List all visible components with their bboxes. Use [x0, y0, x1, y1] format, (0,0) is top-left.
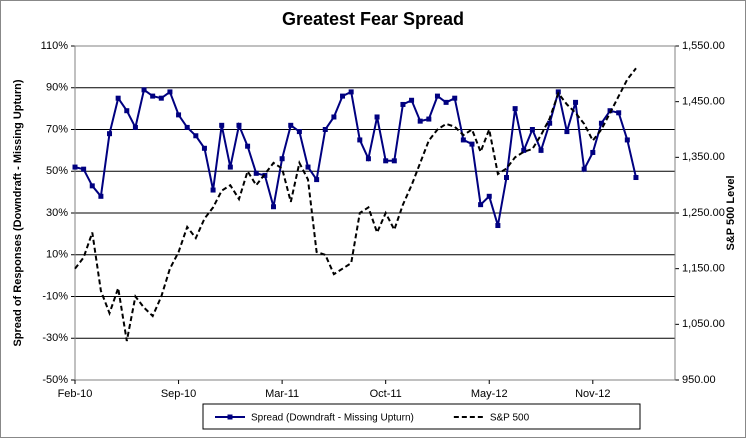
data-point — [547, 120, 553, 126]
data-point — [616, 110, 622, 116]
data-point — [322, 127, 328, 132]
data-point — [296, 129, 302, 135]
data-point — [314, 177, 320, 183]
data-point — [590, 149, 596, 155]
data-point — [72, 164, 78, 170]
data-point — [193, 133, 199, 139]
x-tick-label: May-12 — [471, 388, 508, 400]
data-point — [460, 137, 466, 143]
y-axis-title: Spread of Responses (Downdraft - Missing… — [12, 79, 24, 346]
data-point — [141, 87, 147, 93]
data-point — [504, 175, 509, 181]
x-tick-label: Oct-11 — [370, 388, 402, 400]
data-point — [564, 129, 570, 135]
data-point — [391, 158, 397, 164]
x-tick-label: Sep-10 — [161, 388, 196, 400]
plot-frame — [74, 45, 676, 381]
data-point — [245, 143, 251, 149]
y-tick-label: 70% — [46, 123, 68, 135]
data-point — [495, 223, 501, 229]
legend-box — [202, 403, 641, 430]
data-point — [253, 170, 259, 176]
data-point — [357, 137, 363, 143]
data-point — [348, 89, 354, 95]
x-tick-label: Mar-11 — [265, 388, 299, 400]
data-point — [365, 156, 371, 162]
y2-tick-label: 1,550.00 — [682, 40, 725, 52]
data-point — [107, 131, 113, 137]
data-point — [538, 147, 544, 153]
data-point — [478, 202, 484, 208]
data-point — [340, 93, 346, 99]
data-point — [486, 193, 492, 199]
x-tick-label: Nov-12 — [575, 388, 610, 400]
data-point — [219, 122, 225, 128]
data-point — [132, 124, 138, 130]
y-tick-label: 110% — [41, 40, 69, 52]
data-point — [400, 101, 406, 107]
data-point — [383, 158, 389, 164]
data-point — [158, 95, 164, 101]
data-point — [573, 99, 579, 105]
legend-label: S&P 500 — [490, 413, 530, 424]
data-point — [279, 156, 285, 162]
y2-tick-label: 1,150.00 — [682, 263, 725, 275]
data-point — [176, 112, 182, 118]
y2-tick-label: 1,350.00 — [682, 151, 725, 163]
data-point — [150, 93, 156, 99]
y2-axis-title: S&P 500 Level — [725, 175, 737, 250]
x-tick-label: Feb-10 — [58, 388, 93, 400]
data-point — [184, 124, 190, 130]
data-point — [633, 175, 639, 181]
data-point — [443, 99, 449, 105]
data-point — [469, 141, 475, 147]
data-point — [236, 122, 242, 128]
data-point — [521, 147, 527, 153]
data-point — [288, 122, 294, 128]
data-point — [167, 89, 173, 95]
data-point — [305, 164, 311, 170]
y-tick-label: 30% — [46, 207, 68, 219]
data-point — [529, 127, 535, 132]
y-tick-label: -10% — [42, 290, 68, 302]
data-point — [512, 106, 518, 112]
series-line — [74, 67, 637, 342]
data-point — [81, 166, 87, 172]
data-point — [426, 116, 432, 122]
data-point — [98, 193, 104, 199]
data-point — [210, 187, 216, 193]
data-point — [89, 183, 95, 189]
y2-tick-label: 1,050.00 — [682, 318, 725, 330]
chart-title: Greatest Fear Spread — [282, 9, 464, 29]
y-tick-label: -50% — [42, 374, 68, 386]
data-point — [270, 204, 276, 210]
data-point — [115, 95, 121, 101]
y2-tick-label: 950.00 — [682, 374, 716, 386]
data-point — [201, 145, 207, 151]
data-point — [124, 108, 130, 114]
legend-label: Spread (Downdraft - Missing Upturn) — [251, 413, 414, 424]
data-point — [624, 137, 630, 143]
data-point — [598, 120, 604, 126]
y2-tick-label: 1,250.00 — [682, 207, 725, 219]
data-point — [452, 95, 458, 101]
data-point — [374, 114, 380, 120]
y2-tick-label: 1,450.00 — [682, 96, 725, 108]
data-point — [331, 114, 337, 120]
data-point — [581, 166, 587, 172]
data-point — [417, 118, 423, 124]
y-tick-label: 90% — [46, 82, 68, 94]
data-point — [409, 97, 415, 103]
data-point — [434, 93, 440, 99]
legend-marker — [227, 414, 233, 420]
y-tick-label: 10% — [46, 249, 68, 261]
y-tick-label: -30% — [42, 332, 68, 344]
y-tick-label: 50% — [46, 165, 68, 177]
data-point — [227, 164, 233, 170]
